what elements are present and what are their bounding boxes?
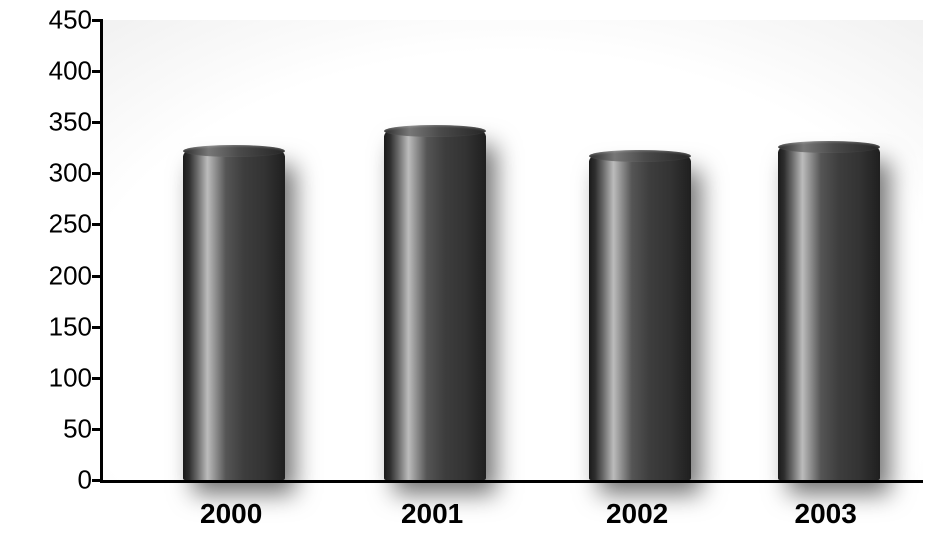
y-tick-mark [92,70,103,73]
y-tick-mark [92,19,103,22]
bar [384,131,486,480]
y-tick-label: 200 [2,260,92,291]
y-tick-mark [92,223,103,226]
y-tick-mark [92,172,103,175]
y-tick-label: 300 [2,158,92,189]
bar-top-ellipse [778,141,880,153]
x-tick-label: 2002 [606,498,668,530]
y-tick-mark [92,428,103,431]
y-tick-label: 450 [2,5,92,36]
bar [778,147,880,480]
bar-body [183,151,285,480]
y-tick-mark [92,275,103,278]
y-tick-label: 250 [2,209,92,240]
y-tick-label: 150 [2,311,92,342]
y-tick-label: 100 [2,362,92,393]
y-tick-mark [92,326,103,329]
bar-body [384,131,486,480]
bars-layer [103,20,923,480]
x-tick-label: 2003 [795,498,857,530]
x-axis-labels: 2000 2001 2002 2003 [100,490,920,540]
bar-top-ellipse [384,125,486,137]
y-tick-mark [92,377,103,380]
bar-chart: 0 50 100 150 200 250 300 350 400 450 2000 2001 2002… [0,0,941,558]
y-tick-label: 50 [2,413,92,444]
y-axis: 050100150200250300350400450 [0,0,100,480]
x-tick-label: 2001 [401,498,463,530]
y-tick-label: 0 [2,465,92,496]
bar-body [589,156,691,480]
bar-top-ellipse [183,145,285,157]
x-tick-label: 2000 [200,498,262,530]
bar [183,151,285,480]
y-tick-label: 400 [2,56,92,87]
bar-top-ellipse [589,150,691,162]
y-tick-mark [92,121,103,124]
plot-area [100,20,923,483]
y-tick-label: 350 [2,107,92,138]
bar-body [778,147,880,480]
y-tick-mark [92,479,103,482]
bar [589,156,691,480]
